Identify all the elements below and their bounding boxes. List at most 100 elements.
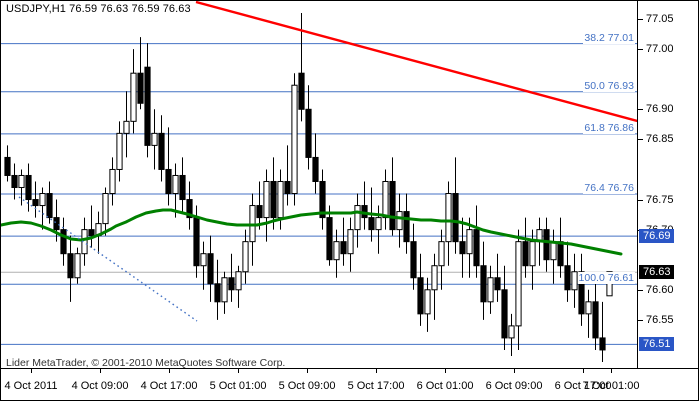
price-tick-mark <box>638 199 643 201</box>
price-tick-mark <box>638 109 643 111</box>
copyright-notice: Lider MetaTrader, © 2001-2010 MetaQuotes… <box>6 357 286 369</box>
time-tick-mark <box>307 369 308 373</box>
candle-body-down <box>4 156 11 176</box>
fib-label-76.4: 76.4 76.76 <box>583 182 635 195</box>
price-tick-mark <box>638 19 643 21</box>
candle-body-up <box>221 277 228 303</box>
time-tick-label: 6 Oct 01:00 <box>416 380 474 392</box>
time-axis[interactable]: 4 Oct 2011 4 Oct 09:00 4 Oct 17:00 5 Oct 01… <box>1 368 699 401</box>
candle-body-down <box>368 217 375 231</box>
candle-body-down <box>60 229 67 255</box>
candle-body-down <box>403 211 410 243</box>
candle-body-down <box>473 229 480 267</box>
candle-body-up <box>235 271 242 291</box>
candle-body-down <box>67 253 74 279</box>
candle-body-down <box>186 199 193 219</box>
candle-body-down <box>326 217 333 261</box>
candle-body-down <box>46 193 53 219</box>
candle-body-up <box>347 229 354 255</box>
candle-body-down <box>494 277 501 291</box>
candle-body-down <box>305 108 312 158</box>
candle-body-up <box>263 180 270 219</box>
candle-body-up <box>277 180 284 219</box>
candle-body-down <box>207 253 214 285</box>
candle-body-up <box>396 211 403 231</box>
price-tick-mark <box>638 289 643 291</box>
candle-body-up <box>438 241 445 267</box>
candle-body-down <box>88 229 95 237</box>
fib-label-38.2: 38.2 77.01 <box>583 31 635 44</box>
candle-body-up <box>102 193 109 225</box>
candle-body-down <box>501 289 508 339</box>
time-tick-mark <box>376 369 377 373</box>
time-tick-mark <box>169 369 170 373</box>
candle-body-up <box>200 253 207 267</box>
candle-body-down <box>578 271 585 315</box>
time-tick-mark <box>238 369 239 373</box>
candle-body-up <box>487 277 494 303</box>
chart-vector-layer <box>1 1 637 362</box>
candle-body-up <box>109 168 116 195</box>
candle-body-up <box>151 132 158 146</box>
candle-body-up <box>424 289 431 315</box>
time-tick-label: 4 Oct 09:00 <box>71 380 129 392</box>
candle-body-down <box>417 277 424 315</box>
candle-body-down <box>543 229 550 261</box>
price-tick-label: 77.00 <box>646 43 674 56</box>
candle-body-down <box>298 72 305 110</box>
candle-body-down <box>340 241 347 255</box>
fib-label-100.0: 100.0 76.61 <box>577 272 635 285</box>
candle-body-up <box>445 193 452 243</box>
price-tick-label: 76.85 <box>646 133 674 146</box>
candle-body-up <box>550 241 557 261</box>
candle-body-up <box>571 271 578 291</box>
time-tick-label: 6 Oct 17:00 <box>554 380 612 392</box>
candle-body-up <box>18 174 25 189</box>
candle-body-down <box>592 301 599 339</box>
candle-body-up <box>508 325 515 339</box>
last-price-label: 76.63 <box>639 264 674 279</box>
chart-plot-area[interactable]: 38.2 77.01 50.0 76.93 61.8 76.86 76.4 76.76… <box>1 1 637 368</box>
candle-body-down <box>25 174 32 201</box>
candle-body-up <box>242 241 249 273</box>
candle-body-down <box>312 156 319 182</box>
candle-body-up <box>333 241 340 261</box>
time-tick-label: 5 Oct 09:00 <box>278 380 336 392</box>
moving-average-line <box>1 208 623 256</box>
price-tick-label: 77.05 <box>646 13 674 26</box>
candle-body-up <box>74 253 81 279</box>
candle-body-down <box>165 168 172 195</box>
candle-body-down <box>179 174 186 201</box>
price-tick-mark <box>638 139 643 141</box>
price-tick-label: 76.75 <box>646 193 674 206</box>
candle-body-down <box>389 180 396 231</box>
price-tick-label: 76.55 <box>646 313 674 326</box>
candle-body-down <box>599 337 606 351</box>
candle-body-down <box>452 193 459 243</box>
price-tick-mark <box>638 319 643 321</box>
candle-body-down <box>256 205 263 219</box>
candle-body-up <box>39 193 46 207</box>
chart-title: USDJPY,H1 76.59 76.63 76.59 76.63 <box>6 3 191 15</box>
candle-body-up <box>116 132 123 170</box>
candle-body-down <box>228 277 235 291</box>
candle-body-down <box>144 66 151 146</box>
candle-body-down <box>214 283 221 303</box>
candle-body-down <box>284 180 291 195</box>
price-tick-mark <box>638 49 643 51</box>
trendline-resistance-red[interactable] <box>195 1 637 123</box>
candle-body-down <box>557 241 564 267</box>
candle-body-up <box>585 301 592 315</box>
candle-body-up <box>375 217 382 231</box>
candle-body-down <box>480 265 487 303</box>
fib-label-50.0: 50.0 76.93 <box>583 79 635 92</box>
candle-body-up <box>354 205 361 231</box>
candle-body-down <box>32 199 39 207</box>
price-tick-label: 76.90 <box>646 103 674 116</box>
candle-body-down <box>158 132 165 170</box>
bid-price-label: 76.69 <box>639 228 674 243</box>
time-tick-label: 5 Oct 01:00 <box>209 380 267 392</box>
price-axis[interactable]: 77.0577.0076.9076.8576.7576.7076.6076.55… <box>637 1 699 368</box>
time-tick-label: 5 Oct 17:00 <box>347 380 405 392</box>
